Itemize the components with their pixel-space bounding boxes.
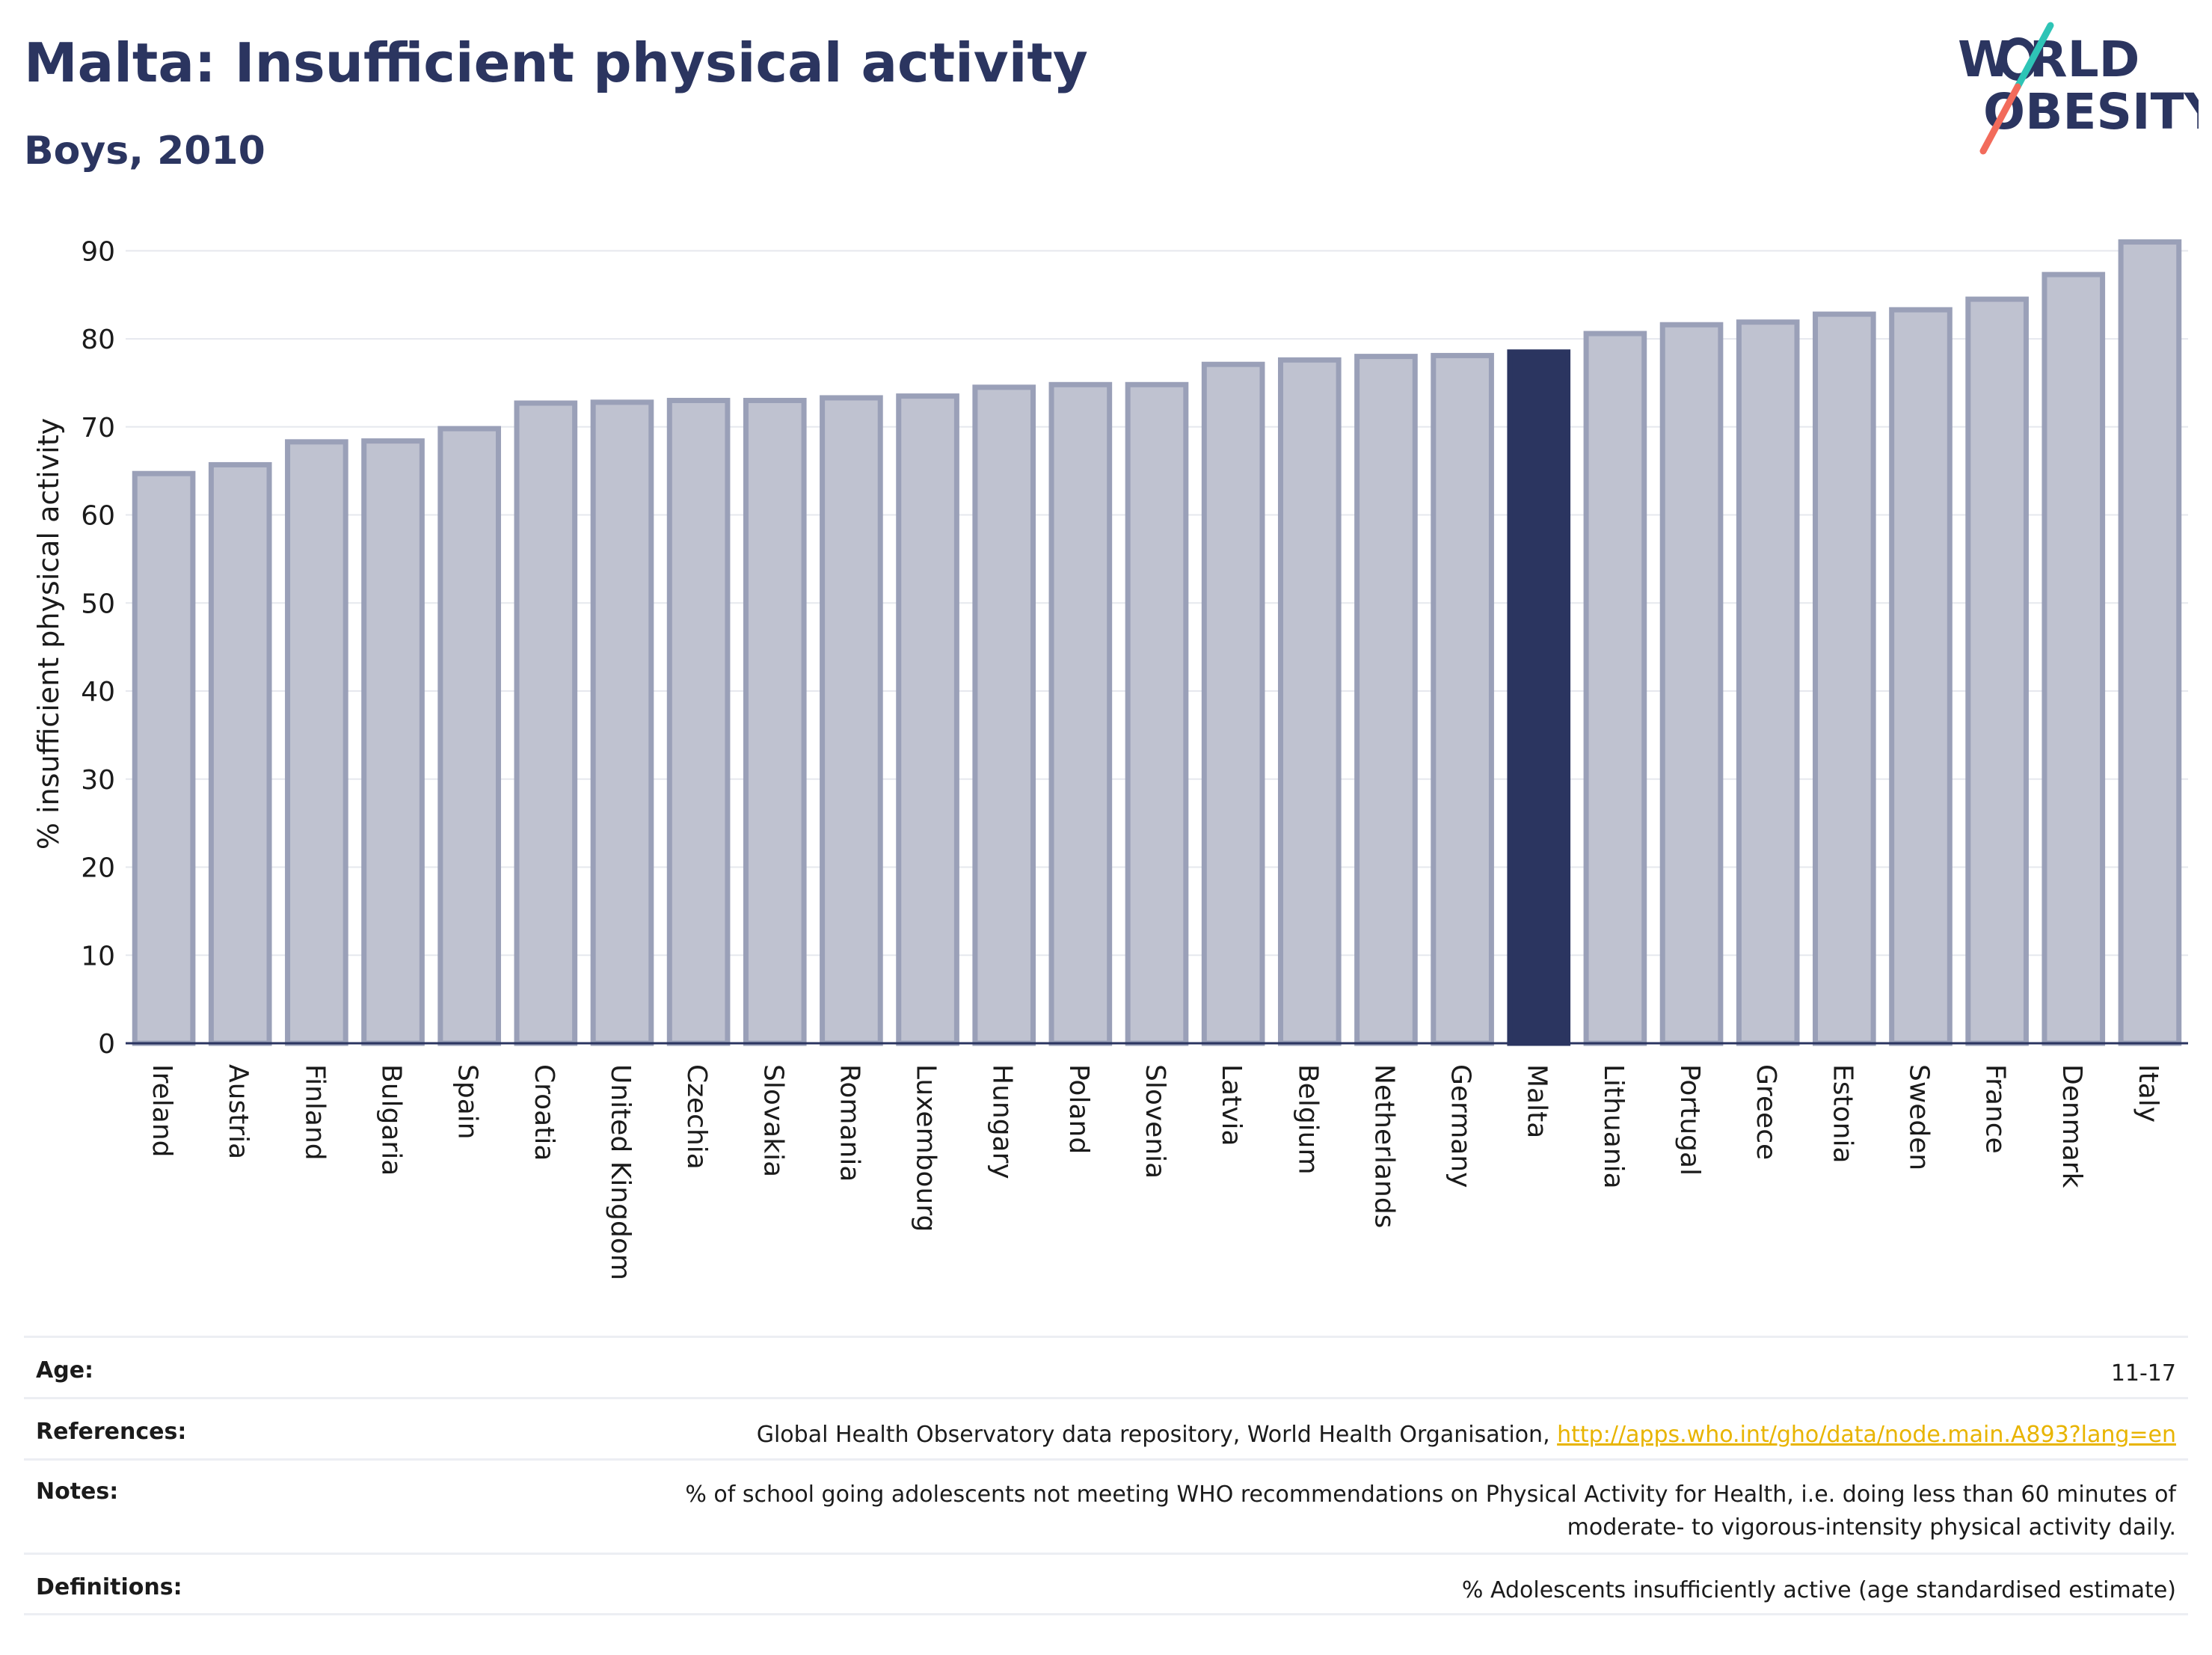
bar-france	[1965, 296, 2029, 1046]
x-tick-label: Belgium	[1292, 1064, 1323, 1175]
y-tick-label: 30	[81, 765, 115, 796]
bar-poland	[1048, 381, 1113, 1046]
bar-spain	[437, 426, 501, 1046]
page-subtitle: Boys, 2010	[24, 129, 265, 174]
x-tick-label: Estonia	[1827, 1064, 1858, 1164]
bar-lithuania	[1583, 331, 1647, 1046]
bar-sweden	[1889, 307, 1953, 1046]
bar-austria	[208, 461, 272, 1046]
x-tick-label: Lithuania	[1598, 1064, 1629, 1189]
x-axis-labels: Ireland Austria Finland Bulgaria Spain Croati…	[147, 1064, 2163, 1280]
bar-denmark	[2042, 271, 2106, 1046]
references-link[interactable]: http://apps.who.int/gho/data/node.main.A…	[1557, 1422, 2176, 1448]
x-tick-label: Bulgaria	[376, 1064, 407, 1176]
x-tick-label: Croatia	[529, 1064, 559, 1161]
bar-czechia	[666, 397, 731, 1046]
logo-text-world: W RLD	[1958, 31, 2139, 88]
bar-slovakia	[743, 397, 807, 1046]
x-tick-label: Austria	[223, 1064, 254, 1159]
x-tick-label: Luxembourg	[911, 1064, 941, 1232]
bar-germany	[1431, 352, 1494, 1046]
y-tick-label: 0	[98, 1029, 115, 1060]
bar-belgium	[1277, 357, 1342, 1046]
x-tick-label: Denmark	[2056, 1064, 2087, 1188]
x-tick-label: Portugal	[1674, 1064, 1705, 1176]
logo-slash-top	[2014, 22, 2054, 90]
references-label: References:	[36, 1419, 187, 1445]
x-tick-label: Poland	[1063, 1064, 1094, 1154]
y-axis-ticks: 0 10 20 30 40 50 60 70 80 90	[81, 236, 115, 1060]
notes-line-1: % of school going adolescents not meetin…	[685, 1481, 2176, 1508]
logo-text-obesity: OBESITY	[1983, 83, 2199, 141]
info-row-age: Age: 11-17	[24, 1336, 2188, 1397]
x-tick-label: Czechia	[681, 1064, 712, 1170]
bar-italy	[2118, 239, 2182, 1046]
x-tick-label: Hungary	[987, 1064, 1018, 1179]
bar-malta	[1507, 349, 1571, 1046]
x-tick-label: Ireland	[147, 1064, 177, 1158]
x-tick-label: Italy	[2133, 1064, 2163, 1123]
x-tick-label: Finland	[299, 1064, 330, 1161]
bar-ireland	[132, 470, 196, 1046]
bar-finland	[285, 439, 348, 1046]
bar-united-kingdom	[590, 399, 654, 1046]
y-tick-label: 10	[81, 941, 115, 971]
bar-slovenia	[1125, 381, 1189, 1046]
x-tick-label: Latvia	[1216, 1064, 1247, 1146]
x-tick-label: Malta	[1522, 1064, 1552, 1138]
y-axis-title: % insufficient physical activity	[32, 418, 65, 850]
page-title: Malta: Insufficient physical activity	[24, 31, 1088, 94]
notes-line-2: moderate- to vigorous-intensity physical…	[1567, 1514, 2176, 1541]
x-tick-label: Romania	[834, 1064, 864, 1182]
bar-netherlands	[1354, 354, 1418, 1046]
bar-croatia	[514, 400, 578, 1046]
bar-romania	[820, 395, 883, 1046]
y-tick-label: 80	[81, 325, 115, 355]
x-tick-label: Spain	[452, 1064, 483, 1140]
x-tick-label: Germany	[1446, 1064, 1476, 1188]
bar-portugal	[1659, 322, 1724, 1046]
references-text: Global Health Observatory data repositor…	[756, 1422, 1558, 1448]
x-tick-label: Greece	[1751, 1064, 1781, 1160]
x-tick-label: Sweden	[1903, 1064, 1934, 1170]
age-label: Age:	[36, 1357, 94, 1384]
bar-greece	[1736, 319, 1800, 1046]
y-tick-label: 60	[81, 501, 115, 532]
bar-hungary	[972, 384, 1036, 1046]
info-row-notes: Notes: % of school going adolescents not…	[24, 1458, 2188, 1553]
definitions-label: Definitions:	[36, 1574, 182, 1600]
bar-estonia	[1813, 311, 1876, 1046]
bar-bulgaria	[361, 438, 425, 1046]
y-tick-label: 50	[81, 589, 115, 619]
definitions-value: % Adolescents insufficiently active (age…	[1461, 1577, 2176, 1603]
x-tick-label: Slovakia	[758, 1064, 788, 1177]
logo-slash-bottom	[1979, 83, 2021, 155]
info-row-references: References: Global Health Observatory da…	[24, 1397, 2188, 1458]
bar-luxembourg	[896, 393, 959, 1046]
world-obesity-logo: W RLD OBESITY	[1958, 22, 2199, 155]
notes-value: % of school going adolescents not meetin…	[685, 1479, 2188, 1544]
y-tick-label: 20	[81, 853, 115, 884]
y-tick-label: 90	[81, 236, 115, 267]
y-tick-label: 70	[81, 413, 115, 443]
age-value: 11-17	[2110, 1360, 2176, 1387]
bars	[132, 239, 2182, 1046]
info-row-definitions: Definitions: % Adolescents insufficientl…	[24, 1553, 2188, 1615]
notes-label: Notes:	[36, 1479, 119, 1505]
references-value: Global Health Observatory data repositor…	[757, 1419, 2188, 1452]
x-tick-label: United Kingdom	[605, 1064, 636, 1280]
bar-latvia	[1201, 361, 1265, 1046]
bar-chart: 0 10 20 30 40 50 60 70 80 90 Ireland Austria Finlan…	[32, 236, 2188, 1280]
info-table: Age: 11-17 References: Global Health Obs…	[24, 1336, 2188, 1615]
y-tick-label: 40	[81, 677, 115, 707]
x-tick-label: France	[1980, 1064, 2011, 1154]
x-tick-label: Netherlands	[1368, 1064, 1399, 1228]
x-tick-label: Slovenia	[1140, 1064, 1170, 1179]
